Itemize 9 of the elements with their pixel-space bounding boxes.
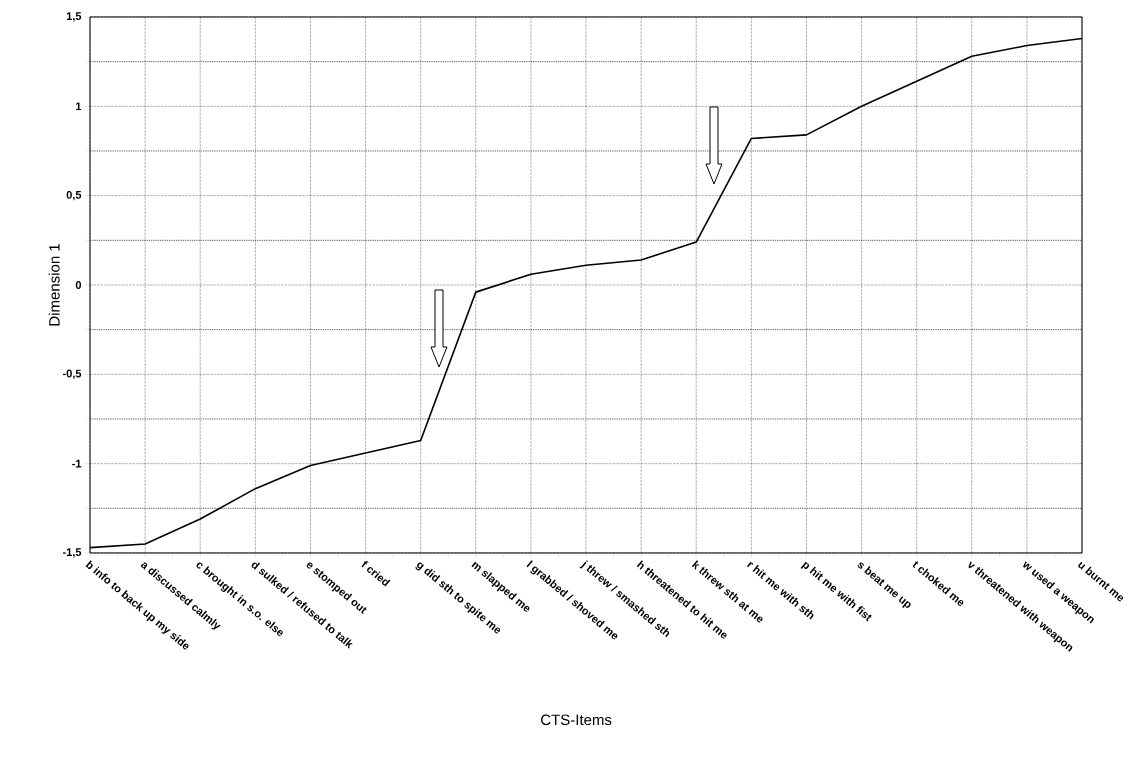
y-tick-label: -1,5 — [62, 548, 82, 558]
x-axis-title: CTS-Items — [541, 714, 612, 726]
y-axis-title: Dimension 1 — [48, 244, 60, 326]
y-tick-label: 1 — [76, 102, 82, 111]
y-tick-label: -1 — [72, 459, 82, 468]
y-tick-label: 0,5 — [66, 190, 82, 201]
y-tick-label: 1,5 — [66, 12, 82, 22]
y-tick-label: 0 — [75, 281, 82, 289]
y-tick-label: -0,5 — [62, 369, 82, 380]
